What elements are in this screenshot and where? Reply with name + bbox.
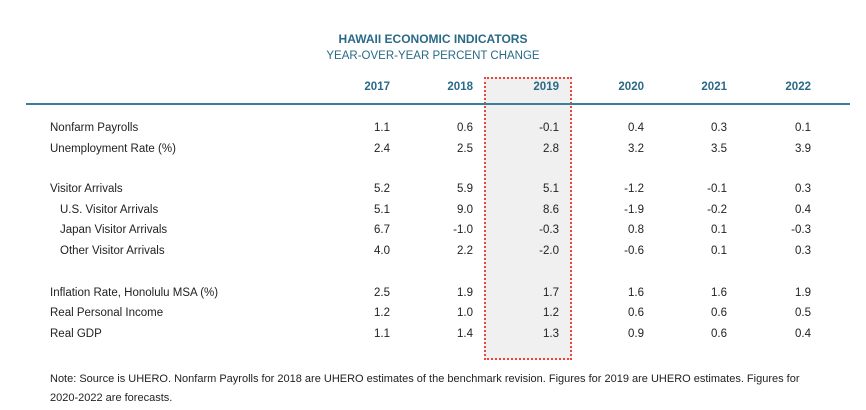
- table-cell: 0.5: [795, 307, 811, 319]
- row-label: U.S. Visitor Arrivals: [60, 204, 159, 216]
- table-cell: 0.3: [795, 183, 811, 195]
- table-cell: 0.3: [711, 122, 727, 134]
- table-cell: 1.0: [457, 307, 473, 319]
- column-header-2017: 2017: [364, 81, 390, 93]
- column-header-2022: 2022: [785, 81, 811, 93]
- table-cell: 0.6: [711, 307, 727, 319]
- table-cell: 0.4: [795, 204, 811, 216]
- column-header-2020: 2020: [618, 81, 644, 93]
- table-cell: 3.9: [795, 143, 811, 155]
- table-cell: 5.1: [374, 204, 390, 216]
- table-cell: 1.3: [543, 328, 559, 340]
- row-label: Inflation Rate, Honolulu MSA (%): [50, 287, 219, 299]
- table-cell: 0.6: [628, 307, 644, 319]
- table-subtitle: YEAR-OVER-YEAR PERCENT CHANGE: [326, 50, 540, 62]
- table-cell: 1.6: [711, 287, 727, 299]
- table-cell: 4.0: [374, 245, 390, 257]
- table-cell: 0.1: [711, 224, 727, 236]
- table-cell: 0.4: [628, 122, 644, 134]
- table-cell: 0.6: [711, 328, 727, 340]
- row-label: Real Personal Income: [50, 307, 164, 319]
- table-cell: 1.7: [543, 287, 559, 299]
- table-cell: 8.6: [543, 204, 559, 216]
- table-cell: 5.1: [543, 183, 559, 195]
- table-cell: 3.5: [711, 143, 727, 155]
- table-cell: -1.9: [624, 204, 644, 216]
- table-cell: 9.0: [457, 204, 473, 216]
- table-cell: 0.3: [795, 245, 811, 257]
- header-divider: [26, 103, 850, 105]
- table-cell: 1.2: [543, 307, 559, 319]
- table-cell: 0.1: [711, 245, 727, 257]
- table-cell: -0.2: [707, 204, 727, 216]
- table-cell: 2.8: [543, 143, 559, 155]
- table-cell: 2.2: [457, 245, 473, 257]
- table-cell: 2.5: [457, 143, 473, 155]
- table-cell: 0.9: [628, 328, 644, 340]
- table-cell: 1.4: [457, 328, 473, 340]
- table-cell: -0.1: [707, 183, 727, 195]
- table-cell: 0.6: [457, 122, 473, 134]
- table-cell: -2.0: [539, 245, 559, 257]
- table-cell: 0.1: [795, 122, 811, 134]
- table-cell: 1.6: [628, 287, 644, 299]
- source-note: Note: Source is UHERO. Nonfarm Payrolls …: [50, 373, 800, 404]
- table-cell: 1.1: [374, 328, 390, 340]
- row-label: Japan Visitor Arrivals: [60, 224, 168, 236]
- table-cell: 0.4: [795, 328, 811, 340]
- table-cell: 6.7: [374, 224, 390, 236]
- table-cell: 1.9: [457, 287, 473, 299]
- column-header-2019: 2019: [533, 81, 559, 93]
- row-label: Visitor Arrivals: [50, 183, 123, 195]
- table-cell: -0.6: [624, 245, 644, 257]
- row-label: Other Visitor Arrivals: [60, 245, 165, 257]
- table-title: HAWAII ECONOMIC INDICATORS: [338, 32, 528, 46]
- row-label: Real GDP: [50, 328, 102, 340]
- table-cell: 1.1: [374, 122, 390, 134]
- table-cell: 1.9: [795, 287, 811, 299]
- table-cell: -1.2: [624, 183, 644, 195]
- table-cell: 3.2: [628, 143, 644, 155]
- column-header-2018: 2018: [447, 81, 473, 93]
- table-cell: 0.8: [628, 224, 644, 236]
- table-cell: 1.2: [374, 307, 390, 319]
- table-cell: -1.0: [453, 224, 473, 236]
- table-cell: -0.1: [539, 122, 559, 134]
- table-cell: 2.5: [374, 287, 390, 299]
- table-cell: -0.3: [539, 224, 559, 236]
- table-cell: -0.3: [791, 224, 811, 236]
- table-cell: 5.9: [457, 183, 473, 195]
- table-cell: 2.4: [374, 143, 390, 155]
- row-label: Nonfarm Payrolls: [50, 122, 139, 134]
- row-label: Unemployment Rate (%): [50, 143, 176, 155]
- table-cell: 5.2: [374, 183, 390, 195]
- column-header-2021: 2021: [701, 81, 727, 93]
- highlight-2019-column: [484, 77, 572, 360]
